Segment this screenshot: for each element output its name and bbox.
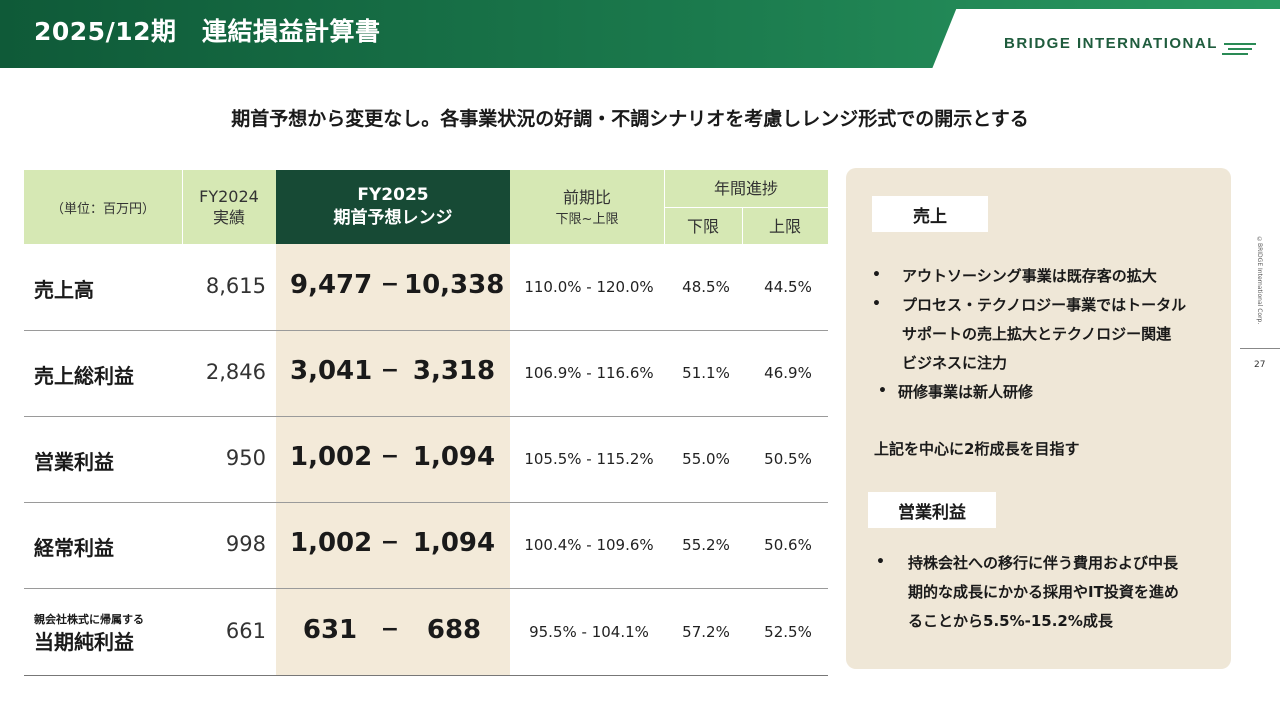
col-header-progress: 年間進捗 — [713, 179, 778, 198]
col-header-fy2025: FY2025 期首予想レンジ — [276, 170, 510, 244]
col-header-fy2024-line1: FY2024 — [199, 187, 259, 206]
unit-label: （単位：百万円） — [50, 201, 155, 217]
col-header-fy2025-line2: 期首予想レンジ — [333, 208, 453, 228]
col-header-fy2024: FY2024 実績 — [182, 170, 276, 244]
row-label-ordinary-profit: 経常利益 — [34, 536, 114, 560]
operating-profit-tag: 営業利益 — [868, 492, 996, 528]
progress-lower: 48.5% — [682, 278, 730, 296]
yoy-range: 106.9% - 116.6% — [524, 364, 654, 382]
yoy-range: 95.5% - 104.1% — [529, 623, 649, 641]
range-low: 631 — [302, 615, 358, 645]
range-high: 1,094 — [412, 442, 496, 472]
sales-summary: 上記を中心に2桁成長を目指す — [874, 440, 1080, 458]
col-header-yoy-line2: 下限~上限 — [555, 212, 619, 227]
op-bullet: 持株会社への移行に伴う費用および中長 — [908, 554, 1179, 572]
company-logo: BRIDGE INTERNATIONAL — [1004, 30, 1258, 56]
slide-subtitle: 期首予想から変更なし。各事業状況の好調・不調シナリオを考慮しレンジ形式での開示と… — [231, 108, 1029, 130]
sales-bullet-continued: ビジネスに注力 — [902, 354, 1008, 372]
fy2024-value: 998 — [225, 532, 266, 556]
fy2024-value: 661 — [225, 619, 266, 643]
row-label-operating-profit: 営業利益 — [34, 450, 114, 474]
progress-upper: 50.5% — [764, 450, 812, 468]
progress-lower: 51.1% — [682, 364, 730, 382]
logo-stripes-icon — [1221, 43, 1256, 55]
sales-bullet: プロセス・テクノロジー事業ではトータル — [902, 296, 1187, 314]
range-high: 10,338 — [404, 270, 505, 300]
progress-lower: 57.2% — [682, 623, 730, 641]
table-bottom-rule — [24, 675, 828, 676]
op-bullet-continued: ることから5.5%-15.2%成長 — [908, 612, 1113, 630]
yoy-range: 105.5% - 115.2% — [524, 450, 654, 468]
bullet-mark: • — [872, 267, 881, 283]
col-header-fy2024-line2: 実績 — [212, 208, 245, 227]
fy2024-value: 2,846 — [205, 360, 266, 384]
range-low: 9,477 — [290, 270, 373, 300]
row-divider — [24, 502, 828, 503]
table-header-fy2025 — [276, 170, 510, 244]
row-divider — [24, 416, 828, 417]
row-divider — [24, 588, 828, 589]
row-label-sales: 売上高 — [34, 278, 94, 302]
col-header-upper: 上限 — [768, 216, 801, 236]
col-header-yoy-line1: 前期比 — [562, 188, 611, 207]
range-low: 1,002 — [290, 442, 373, 472]
sales-bullet-continued: サポートの売上拡大とテクノロジー関連 — [902, 325, 1172, 343]
yoy-range: 110.0% - 120.0% — [524, 278, 654, 296]
header-divider — [182, 170, 183, 244]
range-dash: − — [380, 358, 400, 383]
sales-bullet: アウトソーシング事業は既存客の拡大 — [902, 267, 1157, 285]
range-high: 688 — [426, 615, 482, 645]
fy2025-highlight-column — [276, 244, 510, 675]
range-dash: − — [380, 272, 400, 297]
row-label-net-income-prefix: 親会社株式に帰属する — [34, 613, 144, 626]
progress-upper: 50.6% — [764, 536, 812, 554]
range-low: 3,041 — [290, 356, 373, 386]
table-header-left — [24, 170, 276, 244]
col-header-lower: 下限 — [686, 216, 719, 236]
fy2024-value: 950 — [225, 446, 266, 470]
sales-bullet: 研修事業は新人研修 — [898, 383, 1034, 401]
row-divider — [24, 330, 828, 331]
row-label-net-income: 当期純利益 — [34, 630, 134, 654]
range-dash: − — [380, 530, 400, 555]
progress-upper: 46.9% — [764, 364, 812, 382]
progress-lower: 55.2% — [682, 536, 730, 554]
bullet-mark: • — [878, 383, 887, 399]
row-label-gross-profit: 売上総利益 — [34, 364, 134, 388]
progress-upper: 52.5% — [764, 623, 812, 641]
sales-tag: 売上 — [872, 196, 988, 232]
bullet-mark: • — [872, 296, 881, 312]
header-divider — [742, 208, 743, 244]
op-bullet-continued: 期的な成長にかかる採用やIT投資を進め — [908, 583, 1179, 601]
logo-text: BRIDGE INTERNATIONAL — [1004, 34, 1218, 52]
range-low: 1,002 — [290, 528, 373, 558]
range-dash: − — [380, 617, 400, 642]
commentary-panel — [846, 168, 1231, 669]
header-divider — [664, 207, 828, 208]
progress-upper: 44.5% — [764, 278, 812, 296]
page-title: 2025/12期 連結損益計算書 — [34, 17, 381, 46]
range-high: 1,094 — [412, 528, 496, 558]
yoy-range: 100.4% - 109.6% — [524, 536, 654, 554]
side-divider — [1240, 348, 1280, 349]
fy2024-value: 8,615 — [205, 274, 266, 298]
bullet-mark: • — [876, 554, 885, 570]
copyright-text: ©BRIDGE International Corp. — [1256, 236, 1263, 325]
col-header-yoy: 前期比 下限~上限 — [510, 170, 664, 244]
page-number: 27 — [1254, 360, 1266, 370]
progress-lower: 55.0% — [682, 450, 730, 468]
range-high: 3,318 — [412, 356, 496, 386]
range-dash: − — [380, 444, 400, 469]
col-header-fy2025-line1: FY2025 — [357, 185, 429, 205]
